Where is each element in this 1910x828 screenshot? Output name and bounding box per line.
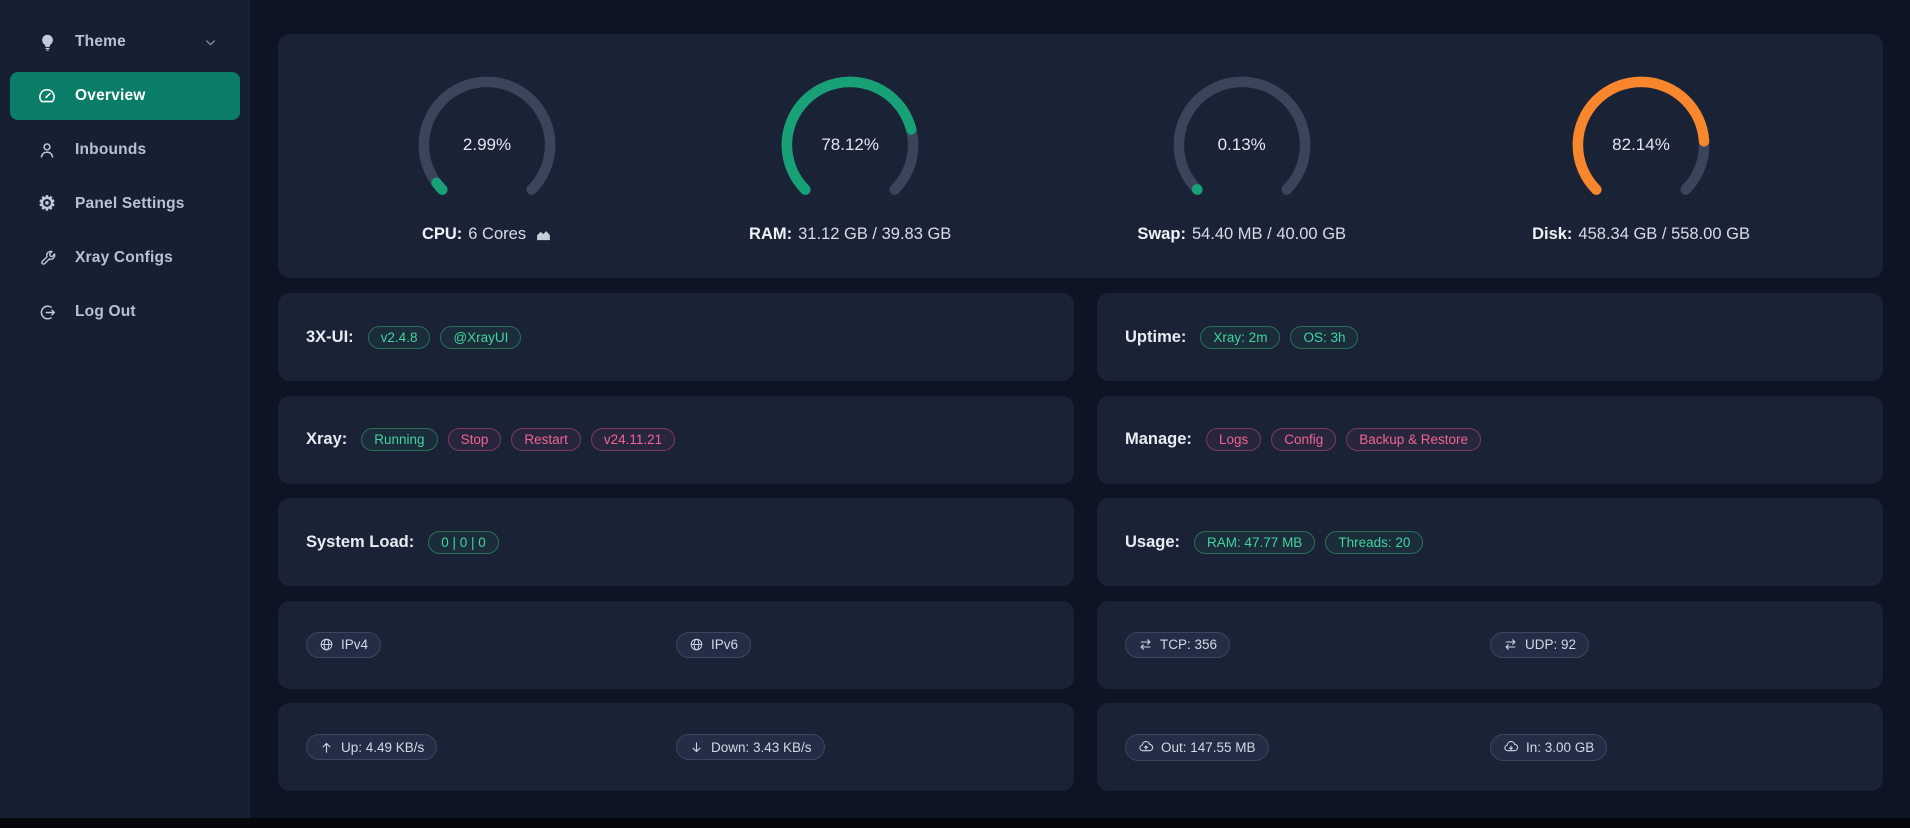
os-uptime-tag: OS: 3h (1290, 325, 1359, 349)
disk-label-key: Disk: (1532, 224, 1573, 243)
xray-uptime-tag: Xray: 2m (1200, 325, 1281, 349)
xray-stop-button[interactable]: Stop (447, 428, 502, 451)
config-button[interactable]: Config (1271, 428, 1337, 451)
disk-gauge: 82.14% Disk: 458.34 GB / 558.00 GB (1532, 69, 1750, 244)
arrow-down-icon (689, 740, 704, 755)
ipv6-text: IPv6 (711, 637, 739, 652)
sidebar-item-label: Xray Configs (75, 249, 174, 266)
download-speed-chip: Down: 3.43 KB/s (676, 734, 825, 760)
system-load-tag: 0 | 0 | 0 (428, 530, 499, 554)
disk-label: Disk: 458.34 GB / 558.00 GB (1532, 225, 1750, 244)
uptime-label: Uptime: (1125, 327, 1187, 346)
udp-text: UDP: 92 (1525, 637, 1577, 652)
swap-percent: 0.13% (1217, 134, 1266, 154)
backup-restore-button[interactable]: Backup & Restore (1346, 428, 1482, 451)
dashboard-icon (36, 85, 58, 107)
traffic-in-text: In: 3.00 GB (1526, 739, 1595, 755)
xui-version-tag: v2.4.8 (367, 325, 431, 349)
cpu-chart-icon[interactable] (535, 226, 552, 243)
sidebar-item-label: Theme (75, 33, 126, 50)
download-speed-text: Down: 3.43 KB/s (711, 739, 812, 755)
xray-label: Xray: (306, 430, 348, 448)
sidebar-item-theme[interactable]: Theme (10, 18, 240, 66)
xray-card: Xray: Running Stop Restart v24.11.21 (278, 395, 1074, 484)
swap-arrows-icon (1138, 637, 1153, 652)
usage-card: Usage: RAM: 47.77 MB Threads: 20 (1097, 498, 1883, 586)
sidebar-item-label: Inbounds (75, 141, 147, 158)
cpu-gauge: 2.99% CPU: 6 Cores (411, 69, 563, 244)
upload-speed-chip: Up: 4.49 KB/s (306, 734, 438, 760)
disk-label-value: 458.34 GB / 558.00 GB (1578, 224, 1750, 243)
swap-arrows-icon (1503, 637, 1518, 652)
logout-icon (36, 301, 58, 323)
sidebar-item-panel-settings[interactable]: ⚙ Panel Settings (10, 180, 240, 228)
window-bottom-edge (0, 818, 1910, 828)
xray-restart-button[interactable]: Restart (511, 428, 581, 451)
swap-label-value: 54.40 MB / 40.00 GB (1191, 224, 1347, 243)
upload-speed-text: Up: 4.49 KB/s (341, 739, 425, 755)
ram-label: RAM: 31.12 GB / 39.83 GB (749, 225, 951, 244)
tcp-text: TCP: 356 (1160, 637, 1218, 652)
connections-card: TCP: 356 UDP: 92 (1097, 600, 1883, 689)
ip-card: IPv4 IPv6 (278, 600, 1074, 689)
traffic-card: Out: 147.55 MB In: 3.00 GB (1097, 703, 1883, 791)
user-icon (36, 139, 58, 161)
ram-label-key: RAM: (749, 224, 793, 243)
manage-label: Manage: (1125, 430, 1192, 448)
ram-gauge: 78.12% RAM: 31.12 GB / 39.83 GB (749, 69, 951, 244)
wrench-icon (36, 247, 58, 269)
cpu-label-key: CPU: (421, 224, 463, 243)
cloud-download-icon (1503, 739, 1519, 755)
ipv6-chip[interactable]: IPv6 (676, 631, 752, 658)
system-load-card: System Load: 0 | 0 | 0 (278, 498, 1074, 586)
globe-icon (319, 637, 334, 652)
speed-card: Up: 4.49 KB/s Down: 3.43 KB/s (278, 703, 1074, 791)
sidebar: Theme Overview Inbounds ⚙ Panel Settings (0, 0, 250, 818)
chevron-down-icon (203, 35, 218, 50)
lightbulb-icon (36, 31, 58, 53)
sidebar-item-inbounds[interactable]: Inbounds (10, 126, 240, 174)
sidebar-item-log-out[interactable]: Log Out (10, 288, 240, 336)
xray-status-tag: Running (361, 428, 438, 451)
ipv4-text: IPv4 (341, 637, 369, 652)
gear-icon: ⚙ (38, 193, 56, 215)
sidebar-item-label: Panel Settings (75, 195, 185, 212)
xui-telegram-tag[interactable]: @XrayUI (440, 325, 522, 349)
ipv4-chip[interactable]: IPv4 (306, 631, 382, 658)
tcp-chip: TCP: 356 (1125, 631, 1231, 658)
cpu-label: CPU: 6 Cores (422, 225, 552, 244)
threads-tag: Threads: 20 (1325, 530, 1424, 554)
sidebar-item-label: Overview (75, 87, 146, 104)
ram-label-value: 31.12 GB / 39.83 GB (798, 224, 952, 243)
traffic-out-text: Out: 147.55 MB (1161, 739, 1256, 755)
xui-version-card: 3X-UI: v2.4.8 @XrayUI (278, 293, 1074, 381)
main-content: 2.99% CPU: 6 Cores 78.12% (250, 0, 1910, 818)
traffic-out-chip: Out: 147.55 MB (1125, 733, 1269, 761)
logs-button[interactable]: Logs (1205, 428, 1262, 451)
ram-usage-tag: RAM: 47.77 MB (1194, 530, 1316, 554)
swap-gauge: 0.13% Swap: 54.40 MB / 40.00 GB (1137, 69, 1346, 244)
globe-icon (689, 637, 704, 652)
cpu-percent: 2.99% (462, 134, 512, 154)
sidebar-item-overview[interactable]: Overview (10, 72, 240, 120)
udp-chip: UDP: 92 (1490, 631, 1590, 658)
cpu-label-value: 6 Cores (468, 224, 527, 243)
sidebar-item-label: Log Out (75, 303, 136, 320)
swap-label: Swap: 54.40 MB / 40.00 GB (1137, 225, 1346, 244)
traffic-in-chip: In: 3.00 GB (1490, 733, 1608, 761)
xui-label: 3X-UI: (306, 327, 354, 346)
arrow-up-icon (319, 740, 334, 755)
ram-percent: 78.12% (821, 134, 879, 154)
sidebar-item-xray-configs[interactable]: Xray Configs (10, 234, 240, 282)
manage-card: Manage: Logs Config Backup & Restore (1097, 395, 1883, 484)
usage-label: Usage: (1125, 532, 1181, 551)
system-gauges-card: 2.99% CPU: 6 Cores 78.12% (278, 34, 1883, 278)
xray-version-tag[interactable]: v24.11.21 (590, 428, 676, 451)
disk-percent: 82.14% (1612, 134, 1670, 154)
system-load-label: System Load: (306, 532, 415, 551)
cloud-upload-icon (1138, 739, 1154, 755)
swap-label-key: Swap: (1137, 224, 1186, 243)
uptime-card: Uptime: Xray: 2m OS: 3h (1097, 293, 1883, 381)
